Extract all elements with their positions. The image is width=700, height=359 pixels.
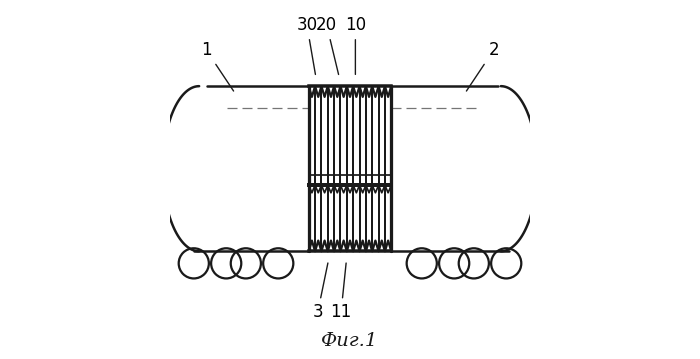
Text: 20: 20 bbox=[316, 16, 339, 74]
Text: 10: 10 bbox=[345, 16, 366, 74]
Text: 30: 30 bbox=[296, 16, 318, 74]
Text: 2: 2 bbox=[466, 41, 499, 91]
Text: 3: 3 bbox=[312, 263, 328, 321]
Text: 11: 11 bbox=[330, 263, 351, 321]
Text: 1: 1 bbox=[201, 41, 234, 91]
Text: Фиг.1: Фиг.1 bbox=[321, 332, 379, 350]
